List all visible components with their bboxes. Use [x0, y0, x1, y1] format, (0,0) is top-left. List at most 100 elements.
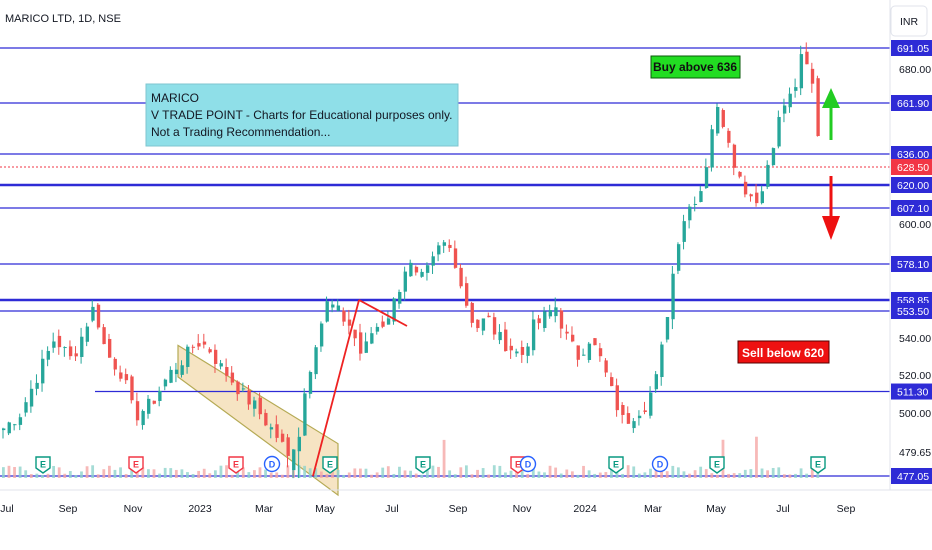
candle-body	[347, 319, 352, 326]
volume-bar	[41, 474, 44, 478]
candle-body	[269, 427, 274, 430]
volume-bar	[442, 439, 446, 478]
volume-bar	[420, 474, 424, 478]
volume-bar	[264, 469, 267, 478]
candle-body	[275, 424, 279, 438]
volume-bar	[610, 468, 613, 478]
candle-body	[598, 348, 603, 357]
volume-bar	[464, 465, 468, 478]
sell-callout-label: Sell below 620	[742, 346, 824, 360]
volume-bar	[531, 467, 535, 478]
level-layer	[0, 47, 890, 477]
candle-body	[710, 129, 714, 168]
arrow-down-icon	[822, 176, 840, 240]
candle-body	[470, 302, 474, 323]
y-tick-label: 680.00	[899, 64, 931, 76]
candle-body	[29, 388, 34, 407]
candle-layer	[2, 42, 820, 479]
volume-bar	[710, 473, 714, 478]
volume-bar	[766, 470, 770, 478]
volume-bar	[57, 467, 61, 478]
candle-body	[13, 424, 17, 426]
candle-body	[392, 298, 396, 322]
y-tick-label: 540.00	[899, 333, 931, 345]
current-price-tag	[891, 159, 932, 175]
price-axis[interactable]: 680.00 600.00 540.00 520.00 500.00 479.65	[899, 64, 931, 459]
volume-bar	[258, 467, 262, 478]
volume-bar	[760, 468, 764, 478]
candle-body	[565, 331, 569, 334]
volume-bar	[91, 465, 95, 478]
level-tag	[891, 40, 932, 56]
event-marker-label: E	[714, 460, 720, 470]
volume-bar	[180, 469, 184, 478]
candle-body	[119, 372, 123, 379]
volume-bar	[470, 474, 474, 478]
candle-body	[643, 410, 647, 412]
dividend-marker-icon	[519, 455, 537, 473]
candle-body	[810, 68, 815, 84]
volume-bar	[219, 465, 223, 478]
candle-body	[247, 390, 251, 405]
candle-body	[660, 344, 664, 378]
candle-body	[476, 319, 480, 329]
candle-body	[582, 354, 586, 356]
volume-bar	[688, 473, 691, 478]
candle-body	[604, 360, 608, 373]
volume-bar	[163, 467, 167, 478]
event-marker-label: E	[233, 460, 239, 470]
volume-bar	[777, 467, 781, 478]
level-tag-label: 661.90	[897, 98, 929, 110]
buy-callout-box	[650, 55, 741, 79]
volume-bar	[403, 470, 407, 478]
x-tick-label: Nov	[124, 503, 143, 515]
volume-bar	[699, 466, 703, 478]
x-tick-label: Jul	[0, 503, 13, 515]
volume-bar	[202, 468, 206, 478]
volume-bar	[587, 470, 591, 478]
candle-body	[548, 310, 553, 317]
candle-body	[487, 315, 491, 318]
candle-body	[286, 437, 290, 456]
candle-body	[543, 311, 547, 329]
candle-body	[676, 244, 681, 271]
volume-bar	[643, 472, 647, 478]
buy-callout-label: Buy above 636	[653, 60, 737, 74]
volume-bar	[152, 469, 156, 478]
x-tick-label: Sep	[59, 503, 78, 515]
volume-bar	[649, 468, 652, 478]
candle-body	[671, 273, 675, 320]
earnings-marker-icon	[128, 456, 144, 474]
volume-bar	[582, 465, 585, 478]
candle-body	[766, 164, 770, 187]
currency-button[interactable]	[890, 5, 928, 37]
candle-body	[526, 346, 530, 356]
volume-bar	[626, 465, 630, 478]
volume-bar	[169, 468, 173, 478]
time-axis[interactable]: Jul Sep Nov 2023 Mar May Jul Sep Nov 2024 Mar May Ju…	[0, 503, 855, 515]
candle-body	[699, 191, 703, 202]
level-tag	[891, 383, 932, 400]
volume-bar	[487, 474, 491, 478]
volume-bar	[85, 466, 89, 478]
candle-body	[704, 167, 709, 189]
candle-body	[63, 347, 67, 349]
current-price-label: 628.50	[897, 162, 929, 174]
channel-layer	[177, 344, 339, 497]
candle-body	[771, 148, 776, 166]
trend-line	[358, 299, 408, 327]
candle-body	[130, 376, 134, 401]
x-tick-label: May	[315, 503, 336, 515]
candle-body	[191, 346, 196, 348]
candle-body	[593, 338, 597, 346]
volume-bar	[113, 469, 117, 478]
candle-body	[537, 318, 541, 324]
candle-body	[682, 221, 686, 242]
candle-body	[448, 244, 452, 249]
volume-bar	[660, 467, 664, 478]
volume-bar	[353, 468, 357, 478]
candle-body	[113, 358, 117, 370]
volume-bar	[359, 468, 362, 478]
volume-bar	[453, 474, 457, 478]
